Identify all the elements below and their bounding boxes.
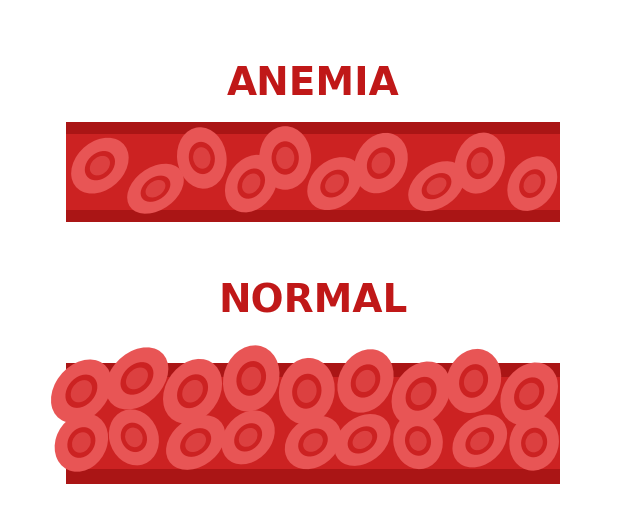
Ellipse shape [393, 413, 443, 469]
Ellipse shape [470, 432, 490, 450]
Ellipse shape [351, 364, 380, 398]
Ellipse shape [193, 147, 210, 169]
Ellipse shape [121, 362, 153, 395]
Ellipse shape [234, 423, 262, 452]
Ellipse shape [90, 156, 110, 176]
Ellipse shape [239, 428, 257, 447]
Ellipse shape [237, 168, 265, 199]
Ellipse shape [106, 348, 168, 410]
Bar [66, 469, 560, 483]
Ellipse shape [259, 126, 311, 190]
Ellipse shape [409, 431, 427, 451]
Ellipse shape [51, 359, 112, 423]
Ellipse shape [109, 410, 159, 465]
Ellipse shape [408, 161, 465, 211]
Ellipse shape [453, 415, 507, 467]
Ellipse shape [125, 428, 143, 447]
Ellipse shape [521, 428, 547, 457]
Ellipse shape [307, 157, 362, 210]
Ellipse shape [321, 170, 349, 197]
Ellipse shape [519, 169, 545, 198]
Ellipse shape [68, 427, 95, 458]
Ellipse shape [454, 132, 505, 194]
Ellipse shape [367, 147, 395, 179]
Ellipse shape [446, 349, 501, 413]
Ellipse shape [356, 370, 376, 392]
Ellipse shape [292, 374, 322, 408]
Ellipse shape [166, 415, 225, 470]
Ellipse shape [466, 147, 493, 179]
Ellipse shape [66, 375, 97, 408]
Ellipse shape [177, 127, 227, 189]
Ellipse shape [422, 173, 451, 199]
Bar [66, 210, 560, 222]
Ellipse shape [272, 141, 299, 175]
Bar [66, 363, 560, 483]
Ellipse shape [121, 423, 147, 452]
Ellipse shape [465, 427, 494, 455]
Ellipse shape [325, 175, 344, 193]
Ellipse shape [525, 432, 543, 452]
Ellipse shape [185, 433, 206, 452]
Ellipse shape [223, 345, 279, 412]
Ellipse shape [297, 380, 317, 403]
Ellipse shape [71, 138, 128, 194]
Ellipse shape [222, 411, 275, 464]
Ellipse shape [411, 382, 431, 405]
Ellipse shape [163, 359, 222, 424]
Ellipse shape [279, 358, 335, 425]
Ellipse shape [427, 178, 446, 195]
Ellipse shape [71, 380, 92, 402]
Ellipse shape [126, 367, 148, 389]
Ellipse shape [392, 362, 451, 426]
Bar [66, 122, 560, 222]
Ellipse shape [519, 383, 539, 405]
Ellipse shape [500, 363, 558, 425]
Ellipse shape [523, 174, 541, 193]
Ellipse shape [303, 433, 323, 452]
Ellipse shape [352, 431, 372, 449]
Ellipse shape [242, 173, 260, 194]
Ellipse shape [507, 156, 557, 211]
Ellipse shape [127, 164, 184, 214]
Ellipse shape [372, 153, 391, 173]
Ellipse shape [225, 155, 277, 213]
Ellipse shape [464, 370, 483, 392]
Ellipse shape [337, 349, 394, 413]
Ellipse shape [405, 426, 431, 456]
Ellipse shape [242, 367, 261, 390]
Text: ANEMIA: ANEMIA [227, 65, 399, 103]
Ellipse shape [347, 426, 377, 454]
Ellipse shape [285, 416, 341, 469]
Ellipse shape [189, 142, 215, 174]
Ellipse shape [406, 377, 436, 411]
Ellipse shape [72, 432, 91, 453]
Ellipse shape [298, 428, 328, 456]
Ellipse shape [85, 151, 115, 180]
Ellipse shape [334, 414, 391, 466]
Text: NORMAL: NORMAL [218, 282, 408, 320]
Ellipse shape [146, 180, 165, 197]
Ellipse shape [177, 374, 208, 408]
Ellipse shape [459, 364, 488, 398]
Ellipse shape [276, 147, 294, 169]
Ellipse shape [471, 153, 488, 174]
Ellipse shape [180, 428, 211, 457]
Ellipse shape [182, 380, 203, 403]
Bar [66, 363, 560, 378]
Ellipse shape [54, 413, 108, 472]
Ellipse shape [141, 176, 170, 202]
Ellipse shape [514, 377, 544, 410]
Ellipse shape [237, 361, 266, 396]
Bar [66, 122, 560, 134]
Ellipse shape [510, 414, 559, 470]
Ellipse shape [354, 133, 408, 193]
